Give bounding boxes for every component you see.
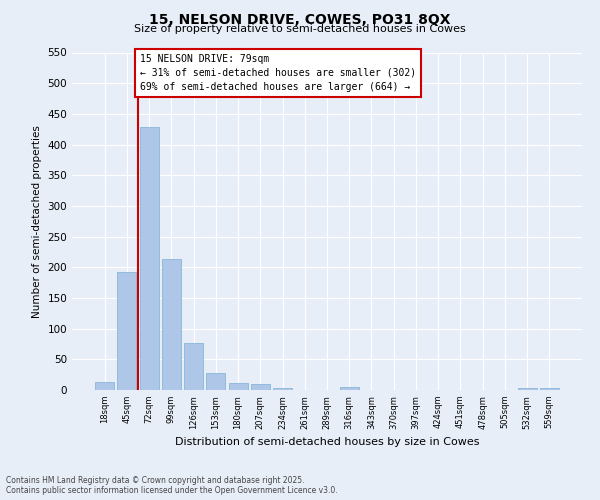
- Bar: [518, 388, 536, 390]
- Bar: [118, 272, 136, 390]
- Bar: [251, 384, 270, 390]
- Bar: [273, 388, 292, 390]
- Text: 15, NELSON DRIVE, COWES, PO31 8QX: 15, NELSON DRIVE, COWES, PO31 8QX: [149, 12, 451, 26]
- Bar: [95, 382, 114, 390]
- Text: 15 NELSON DRIVE: 79sqm
← 31% of semi-detached houses are smaller (302)
69% of se: 15 NELSON DRIVE: 79sqm ← 31% of semi-det…: [140, 54, 416, 92]
- Text: Contains HM Land Registry data © Crown copyright and database right 2025.
Contai: Contains HM Land Registry data © Crown c…: [6, 476, 338, 495]
- Bar: [140, 128, 158, 390]
- X-axis label: Distribution of semi-detached houses by size in Cowes: Distribution of semi-detached houses by …: [175, 437, 479, 447]
- Y-axis label: Number of semi-detached properties: Number of semi-detached properties: [32, 125, 42, 318]
- Bar: [184, 343, 203, 390]
- Text: Size of property relative to semi-detached houses in Cowes: Size of property relative to semi-detach…: [134, 24, 466, 34]
- Bar: [206, 374, 225, 390]
- Bar: [540, 388, 559, 390]
- Bar: [340, 387, 359, 390]
- Bar: [229, 383, 248, 390]
- Bar: [162, 260, 181, 390]
